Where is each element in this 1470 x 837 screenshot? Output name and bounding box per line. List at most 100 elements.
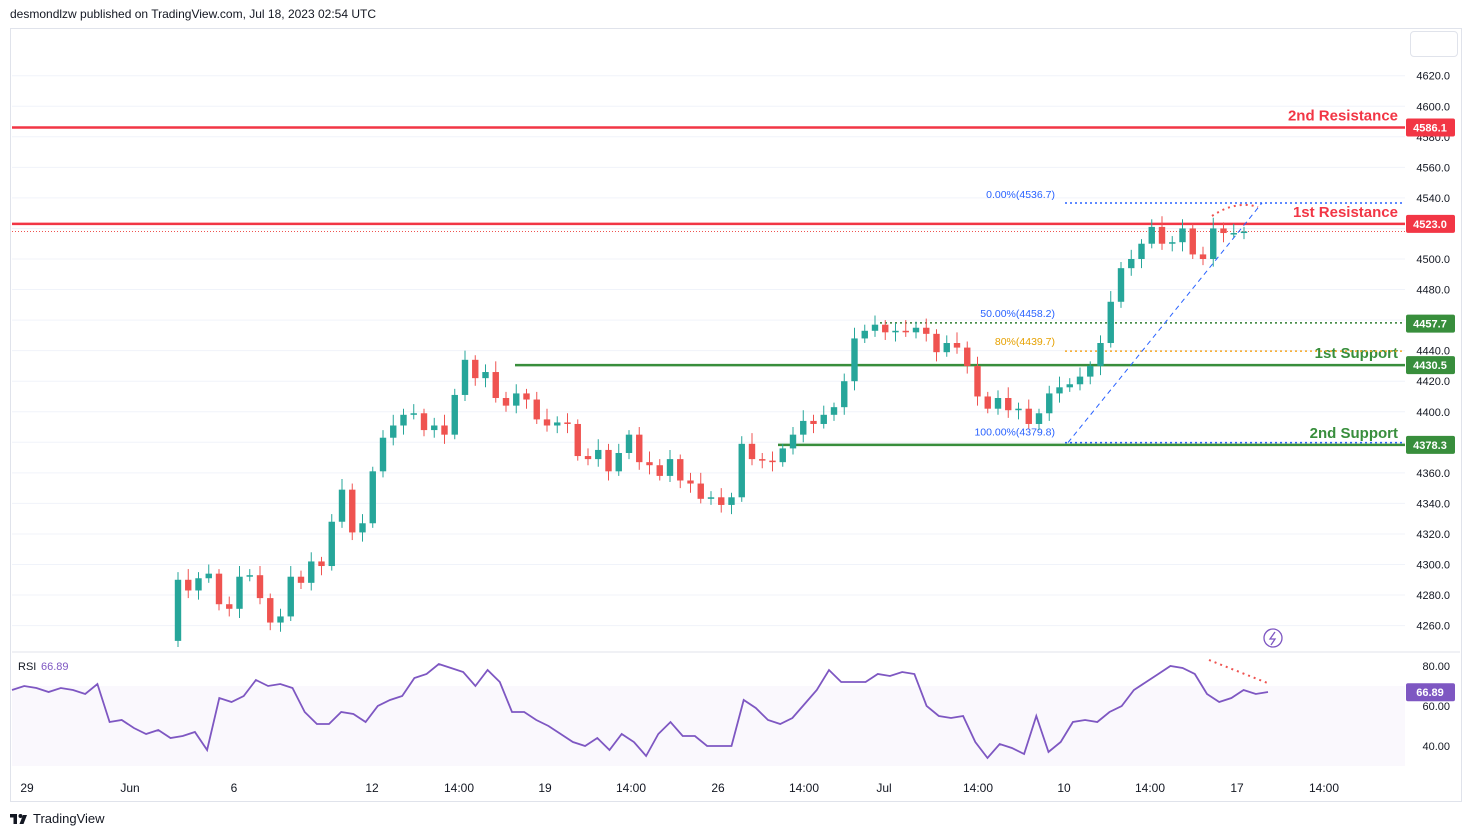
candle-body	[287, 576, 294, 617]
candle	[195, 572, 202, 600]
fib-trendline	[1067, 202, 1263, 443]
price-tick-label: 4400.0	[1416, 407, 1450, 419]
candle	[1087, 361, 1094, 385]
candle-body	[451, 394, 458, 435]
candle	[564, 413, 571, 434]
candle-body	[1220, 228, 1227, 234]
candle	[707, 491, 715, 505]
time-tick-label: 14:00	[616, 781, 646, 795]
rsi-label: RSI	[18, 661, 36, 673]
price-badge	[1406, 118, 1455, 137]
price-tick-label: 4420.0	[1416, 376, 1450, 388]
candle-body	[1199, 254, 1207, 259]
candle-body	[1158, 226, 1166, 244]
fib-label: 80%(4439.7)	[995, 336, 1055, 348]
candle-body	[1035, 413, 1043, 424]
alert-icon	[1263, 628, 1283, 648]
candle-body	[1025, 408, 1032, 424]
candle-body	[923, 327, 930, 334]
candle-body	[953, 343, 961, 348]
candle	[1128, 249, 1135, 276]
candle-body	[841, 381, 848, 408]
candle	[912, 321, 920, 339]
candle	[830, 402, 838, 421]
candle	[492, 361, 499, 403]
candle	[410, 404, 417, 420]
candle-body	[461, 359, 469, 395]
price-badge	[1406, 356, 1455, 375]
candle	[1179, 219, 1186, 252]
candle	[933, 329, 940, 362]
candle-body	[943, 343, 950, 353]
candle	[1169, 236, 1176, 252]
time-tick-label: 12	[365, 781, 379, 795]
time-tick-label: 19	[538, 781, 552, 795]
candle	[318, 556, 325, 576]
rsi-badge	[1406, 683, 1455, 702]
candle-body	[994, 398, 1002, 409]
publisher-credit: desmondlzw published on TradingView.com,…	[10, 7, 376, 21]
rsi-divergence-line	[1208, 659, 1271, 685]
candle-body	[513, 393, 520, 406]
candle	[1046, 385, 1053, 421]
time-tick-label: 14:00	[789, 781, 819, 795]
chart-settings-button[interactable]	[1410, 31, 1458, 57]
candle	[533, 391, 540, 424]
candle	[215, 569, 223, 611]
candle-body	[636, 434, 643, 463]
candle	[902, 320, 909, 337]
candle	[246, 569, 253, 582]
candle	[861, 324, 868, 344]
candle-body	[646, 462, 653, 466]
chart-frame	[10, 28, 1462, 802]
candle-body	[902, 330, 909, 333]
time-tick-label: 10	[1057, 781, 1071, 795]
candle-body	[554, 422, 561, 426]
candle	[574, 419, 581, 461]
candle-body	[984, 396, 991, 409]
candle	[379, 430, 387, 478]
candle-body	[892, 330, 899, 333]
candle-body	[410, 413, 417, 415]
candle-body	[1056, 387, 1063, 394]
candle	[636, 427, 643, 470]
candle	[994, 390, 1002, 415]
fib-label: 0.00%(4536.7)	[986, 189, 1055, 201]
candle-body	[738, 443, 745, 498]
candle	[779, 443, 786, 467]
candle-body	[267, 598, 274, 623]
candle-body	[800, 420, 807, 435]
candle-body	[1117, 268, 1125, 302]
candle	[656, 459, 663, 481]
price-axis: 4260.04280.04300.04320.04340.04360.04380…	[1416, 71, 1450, 633]
candle	[400, 408, 407, 435]
candle-body	[595, 449, 602, 460]
candle	[441, 414, 448, 444]
candle-body	[1076, 376, 1084, 385]
candle-body	[1189, 228, 1196, 255]
candle	[687, 472, 694, 493]
candle	[390, 414, 397, 446]
candle	[1220, 222, 1227, 243]
candle	[226, 596, 233, 617]
candle-body	[441, 425, 448, 435]
candle	[748, 433, 756, 466]
candle	[1015, 402, 1022, 420]
candle-body	[625, 434, 633, 453]
time-tick-label: Jun	[120, 781, 139, 795]
candle	[871, 315, 879, 337]
candle	[369, 466, 376, 528]
price-tick-label: 4540.0	[1416, 193, 1450, 205]
candle	[287, 566, 294, 622]
tradingview-branding[interactable]: TradingView	[10, 811, 105, 826]
candle	[738, 436, 745, 502]
candle-body	[482, 372, 489, 379]
rsi-value: 66.89	[41, 661, 69, 673]
price-badge-label: 4523.0	[1413, 219, 1447, 231]
candle	[174, 572, 182, 647]
rsi-tick-label: 40.00	[1422, 741, 1450, 753]
level-label: 2nd Resistance	[1288, 107, 1398, 124]
candle	[205, 564, 212, 583]
price-badge	[1406, 314, 1455, 333]
